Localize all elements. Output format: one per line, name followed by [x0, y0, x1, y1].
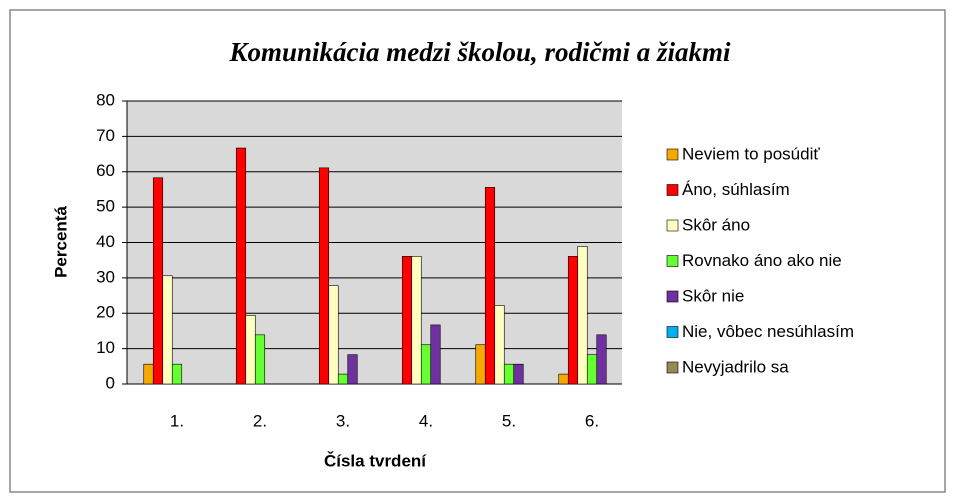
x-tick-label: 3. [336, 411, 350, 430]
legend-label: Áno, súhlasím [682, 180, 790, 199]
bar [337, 373, 349, 385]
legend-label: Skôr áno [682, 215, 750, 234]
bar [513, 363, 524, 385]
bar [430, 324, 441, 385]
legend-swatch [666, 255, 679, 267]
legend-label: Nevyjadrilo sa [682, 357, 789, 376]
legend-swatch [666, 148, 679, 161]
y-tick-label: 50 [96, 197, 115, 216]
bar [420, 344, 432, 385]
y-tick-label: 60 [96, 161, 115, 180]
bar [143, 363, 154, 385]
legend-swatch [666, 184, 679, 196]
bar [596, 334, 607, 385]
legend-swatch [666, 290, 679, 303]
bar [347, 354, 358, 385]
legend-swatch [666, 326, 679, 338]
bar [586, 354, 598, 385]
bar [401, 255, 413, 385]
bar [494, 305, 505, 385]
legend-label: Skôr nie [682, 286, 744, 305]
bar [318, 167, 330, 385]
bar [484, 187, 496, 385]
bar [235, 147, 247, 385]
bar [328, 285, 339, 385]
legend-label: Rovnako áno ako nie [682, 251, 842, 270]
bar [475, 344, 486, 385]
bar [171, 363, 183, 385]
y-tick-label: 30 [96, 267, 115, 286]
bar [577, 246, 588, 385]
y-tick-label: 70 [96, 126, 115, 145]
y-tick-label: 40 [96, 232, 115, 251]
x-tick-label: 6. [585, 411, 599, 430]
legend-swatch [666, 361, 679, 374]
bar [245, 315, 256, 385]
bar [152, 177, 164, 385]
y-tick-label: 10 [96, 338, 115, 357]
y-tick-label: 0 [106, 373, 115, 392]
y-tick-label: 20 [96, 303, 115, 322]
chart-title: Komunikácia medzi školou, rodičmi a žiak… [228, 37, 731, 67]
x-tick-label: 1. [170, 411, 184, 430]
legend-label: Neviem to posúdiť [682, 144, 820, 163]
x-tick-label: 5. [502, 411, 516, 430]
bar [254, 334, 266, 385]
y-axis-title: Percentá [51, 206, 70, 278]
bar [558, 373, 569, 385]
bar [567, 255, 579, 385]
bar [162, 275, 173, 385]
bar [503, 363, 515, 385]
legend-swatch [666, 219, 679, 232]
x-axis-title: Čísla tvrdení [324, 451, 427, 470]
x-tick-label: 2. [253, 411, 267, 430]
legend-label: Nie, vôbec nesúhlasím [682, 322, 854, 341]
x-tick-label: 4. [419, 411, 433, 430]
bar [411, 255, 422, 385]
y-tick-label: 80 [96, 90, 115, 109]
